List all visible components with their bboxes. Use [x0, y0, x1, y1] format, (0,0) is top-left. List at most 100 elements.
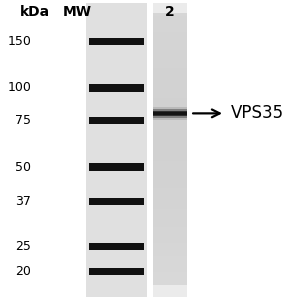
Bar [153, 160, 187, 163]
Bar [153, 26, 187, 30]
Bar [153, 126, 187, 129]
Bar [153, 228, 187, 231]
Bar [153, 29, 187, 32]
Bar [153, 49, 187, 52]
Bar [153, 146, 187, 150]
Bar [153, 76, 187, 80]
Bar [153, 196, 187, 200]
Bar [153, 192, 187, 195]
Bar [89, 117, 144, 124]
Bar [153, 223, 187, 227]
Bar [153, 167, 187, 170]
Text: VPS35: VPS35 [231, 104, 284, 122]
Bar [153, 189, 187, 193]
Bar [153, 3, 187, 297]
Bar [153, 148, 187, 152]
Bar [153, 164, 187, 168]
Bar [153, 260, 187, 263]
Bar [89, 268, 144, 275]
Bar [89, 164, 144, 171]
Bar [153, 85, 187, 89]
Bar [153, 201, 187, 204]
Bar [153, 112, 187, 115]
Bar [153, 214, 187, 218]
Bar [153, 137, 187, 141]
Bar [153, 180, 187, 184]
Bar [153, 54, 187, 57]
Bar [153, 107, 187, 120]
Bar [153, 106, 187, 109]
Bar [153, 65, 187, 68]
Bar [153, 241, 187, 245]
Bar [153, 101, 187, 104]
Bar [153, 210, 187, 213]
Bar [153, 280, 187, 283]
Bar [153, 257, 187, 261]
Bar [153, 275, 187, 279]
Bar [153, 185, 187, 188]
Text: 25: 25 [15, 240, 31, 253]
Bar [153, 207, 187, 211]
Bar [153, 212, 187, 215]
Bar [153, 31, 187, 34]
Bar [153, 253, 187, 256]
Bar [153, 117, 187, 120]
Bar [153, 273, 187, 276]
Bar [153, 158, 187, 161]
Bar [86, 3, 147, 297]
Bar [153, 69, 187, 73]
Bar [153, 109, 187, 118]
Bar [89, 84, 144, 92]
Bar [153, 135, 187, 138]
Bar [153, 92, 187, 95]
Bar [153, 13, 187, 16]
Bar [153, 282, 187, 286]
Bar [153, 108, 187, 111]
Bar [153, 198, 187, 202]
Bar [153, 51, 187, 55]
Bar [153, 153, 187, 157]
Bar [153, 24, 187, 28]
Bar [153, 90, 187, 93]
Bar [153, 194, 187, 197]
Bar [153, 250, 187, 254]
Bar [153, 33, 187, 37]
Bar [89, 243, 144, 250]
Bar [153, 58, 187, 62]
Bar [153, 63, 187, 66]
Bar [153, 187, 187, 190]
Bar [153, 60, 187, 64]
Bar [153, 255, 187, 258]
Bar [153, 162, 187, 166]
Bar [153, 239, 187, 242]
Bar [153, 182, 187, 186]
Text: 75: 75 [15, 114, 31, 127]
Bar [153, 110, 187, 114]
Bar [153, 144, 187, 148]
Bar [153, 178, 187, 181]
Bar [153, 246, 187, 249]
Bar [153, 271, 187, 274]
Bar [153, 219, 187, 222]
Text: 37: 37 [15, 195, 31, 208]
Bar [153, 74, 187, 77]
Bar [153, 103, 187, 107]
Bar [153, 122, 187, 125]
Text: 100: 100 [7, 81, 31, 94]
Bar [153, 232, 187, 236]
Bar [153, 81, 187, 84]
Bar [153, 97, 187, 100]
Bar [153, 112, 187, 116]
Bar [153, 133, 187, 136]
Bar [153, 203, 187, 206]
Bar [153, 17, 187, 21]
Bar [153, 217, 187, 220]
Bar [153, 94, 187, 98]
Text: 2: 2 [165, 4, 175, 19]
Bar [153, 88, 187, 91]
Bar [153, 42, 187, 46]
Bar [153, 155, 187, 159]
Bar [153, 79, 187, 82]
Bar [153, 244, 187, 247]
Bar [153, 169, 187, 172]
